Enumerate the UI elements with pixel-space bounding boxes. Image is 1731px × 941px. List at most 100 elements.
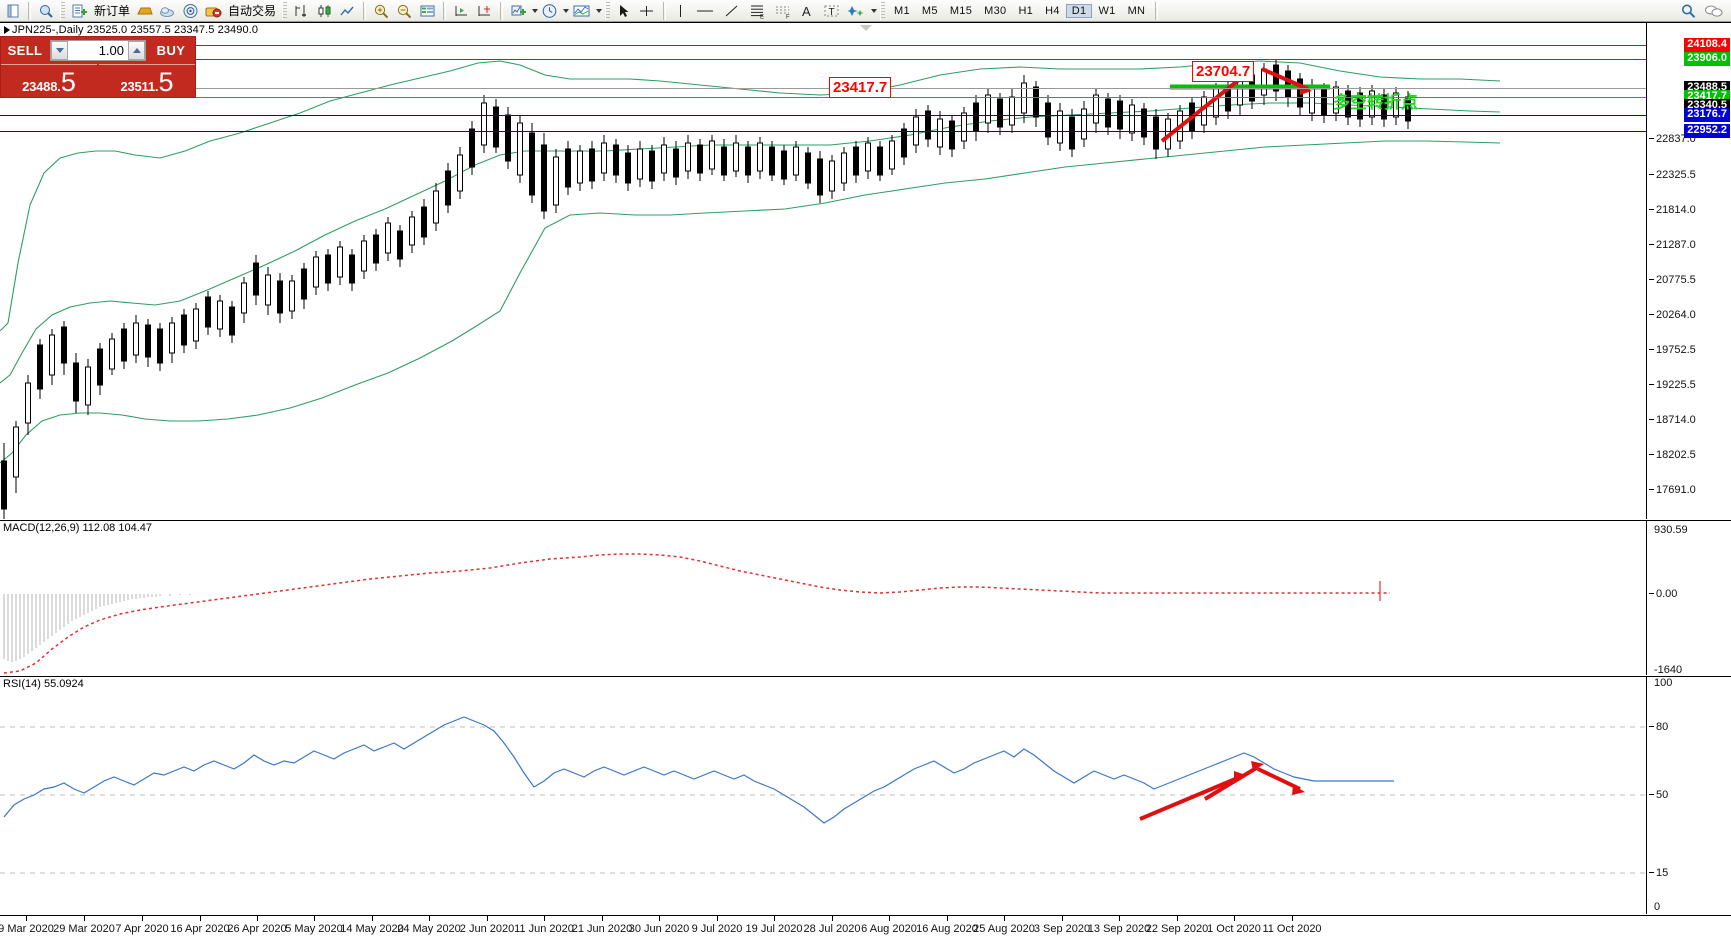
charts-bar-icon[interactable]: [290, 1, 313, 21]
price-chip-23906[interactable]: 23906.0: [1684, 52, 1730, 66]
timeframe-mn[interactable]: MN: [1127, 4, 1146, 17]
new-order-icon[interactable]: [68, 1, 91, 21]
rsi-plot[interactable]: [0, 677, 1646, 914]
price-chip-23176[interactable]: 23176.7: [1684, 108, 1730, 122]
period-clock-icon[interactable]: [538, 1, 561, 21]
date-label-19: 13 Sep 2020: [1087, 923, 1151, 935]
timeframe-w1[interactable]: W1: [1098, 4, 1116, 17]
scroll-caret-icon[interactable]: [860, 25, 872, 31]
price-scale[interactable]: 24108.4 23906.0 23488.5 23417.7 23340.5 …: [1646, 23, 1731, 519]
macd-scale[interactable]: 930.59 0.00 -1640: [1646, 521, 1731, 676]
date-label-12: 9 Jul 2020: [691, 923, 743, 935]
annotation-price-right[interactable]: 23704.7: [1192, 61, 1255, 82]
toolbar-grip[interactable]: [60, 1, 65, 20]
date-label-22: 11 Oct 2020: [1262, 923, 1322, 935]
timeframe-h4[interactable]: H4: [1045, 4, 1060, 17]
equidistant-icon[interactable]: F: [770, 1, 796, 21]
chevron-up-icon-volume: [132, 48, 141, 53]
price-plot[interactable]: [0, 23, 1646, 519]
zoom-out-icon[interactable]: [393, 1, 416, 21]
annotation-turning-point[interactable]: 多空转折点: [1333, 93, 1418, 113]
price-tick-18202: 18202.5: [1649, 449, 1696, 461]
rsi-tick-80: 80: [1649, 721, 1668, 733]
add-indicator-icon[interactable]: [507, 1, 530, 21]
volume-decrement-button[interactable]: [51, 41, 68, 60]
auto-trading-label[interactable]: 自动交易: [228, 4, 277, 18]
rsi-scale[interactable]: 100 80 50 15 0: [1646, 677, 1731, 914]
chart-area[interactable]: JPN225-,Daily 23525.0 23557.5 23347.5 23…: [0, 22, 1731, 941]
chevron-down-icon-2[interactable]: [563, 8, 570, 13]
annotation-price-left[interactable]: 23417.7: [829, 77, 892, 98]
svg-text:A: A: [802, 4, 811, 19]
toolbar-grip-4[interactable]: [880, 1, 886, 20]
rsi-pane[interactable]: RSI(14) 55.0924 100: [0, 676, 1731, 914]
sell-price-fraction: 5: [60, 67, 76, 97]
templates-icon[interactable]: [569, 1, 594, 21]
cloud-icon[interactable]: [156, 1, 179, 21]
symbol-arrow-icon: [4, 26, 10, 34]
candle-series: [1, 59, 1411, 519]
chat-icon[interactable]: [1701, 1, 1727, 21]
price-chip-24108[interactable]: 24108.4: [1684, 38, 1730, 52]
toolbar-grip-2[interactable]: [282, 1, 288, 20]
timeframe-d1[interactable]: D1: [1065, 3, 1093, 18]
shift-end-icon[interactable]: [450, 1, 473, 21]
text-icon[interactable]: A: [796, 1, 819, 21]
zoom-in-icon[interactable]: [370, 1, 393, 21]
vline-icon[interactable]: [670, 1, 691, 21]
charts-line-icon[interactable]: [336, 1, 359, 21]
timeframe-m30[interactable]: M30: [984, 4, 1007, 17]
timeframe-m15[interactable]: M15: [949, 4, 973, 17]
chevron-down-icon-volume: [55, 48, 64, 53]
volume-increment-button[interactable]: [128, 41, 145, 60]
level-line-22952[interactable]: [0, 131, 1646, 132]
toolbar-separator: [28, 1, 31, 20]
date-axis[interactable]: 9 Mar 2020 29 Mar 2020 7 Apr 2020 16 Apr…: [0, 915, 1731, 941]
chevron-down-icon-4[interactable]: [871, 8, 878, 13]
text-label-icon[interactable]: T: [819, 1, 844, 21]
sell-label[interactable]: SELL: [7, 43, 43, 58]
macd-pane[interactable]: MACD(12,26,9) 112.08 104.47: [0, 520, 1731, 676]
magnifier-data-icon[interactable]: [35, 1, 57, 21]
level-line-23488[interactable]: [0, 88, 1646, 89]
timeframe-m5[interactable]: M5: [921, 4, 938, 17]
level-line-24108[interactable]: [0, 45, 1646, 46]
date-label-20: 22 Sep 2020: [1145, 923, 1209, 935]
macd-plot[interactable]: [0, 521, 1646, 675]
price-pane[interactable]: JPN225-,Daily 23525.0 23557.5 23347.5 23…: [0, 23, 1731, 519]
date-label-1: 29 Mar 2020: [53, 923, 115, 935]
buy-button[interactable]: 23511 . 5: [99, 64, 195, 97]
hline-icon[interactable]: [691, 1, 719, 21]
search-icon[interactable]: [1677, 1, 1701, 21]
signal-icon[interactable]: [179, 1, 202, 21]
volume-stepper[interactable]: 1.00: [50, 40, 146, 61]
sell-button[interactable]: 23488 . 5: [1, 64, 97, 97]
gold-bar-icon[interactable]: [133, 1, 156, 21]
document-icon[interactable]: [2, 1, 24, 21]
fibo-icon[interactable]: E: [744, 1, 770, 21]
one-click-trading-panel[interactable]: SELL 1.00 BUY 23488 . 5 23511 . 5: [0, 36, 196, 98]
level-line-23417[interactable]: [0, 97, 1646, 98]
auto-trading-icon[interactable]: [202, 1, 225, 21]
price-chip-22952[interactable]: 22952.2: [1684, 124, 1730, 138]
auto-scroll-icon[interactable]: [473, 1, 496, 21]
trendline-icon[interactable]: [719, 1, 744, 21]
rsi-tick-15: 15: [1649, 867, 1668, 879]
crosshair-icon[interactable]: [634, 1, 659, 21]
data-window-icon[interactable]: [416, 1, 439, 21]
date-label-21: 1 Oct 2020: [1207, 923, 1261, 935]
toolbar-grip-3[interactable]: [605, 1, 611, 20]
chevron-down-icon-3[interactable]: [596, 8, 603, 13]
timeframe-m1[interactable]: M1: [894, 4, 910, 17]
shapes-icon[interactable]: [844, 1, 869, 21]
volume-value[interactable]: 1.00: [68, 41, 128, 60]
date-label-2: 7 Apr 2020: [115, 923, 169, 935]
level-line-23906[interactable]: [0, 59, 1646, 60]
timeframe-h1[interactable]: H1: [1018, 4, 1034, 17]
new-order-label[interactable]: 新订单: [94, 4, 131, 18]
buy-label[interactable]: BUY: [156, 43, 186, 58]
chevron-down-icon[interactable]: [532, 8, 539, 13]
cursor-icon[interactable]: [613, 1, 634, 21]
charts-candle-icon[interactable]: [313, 1, 336, 21]
level-line-23176[interactable]: [0, 115, 1646, 116]
